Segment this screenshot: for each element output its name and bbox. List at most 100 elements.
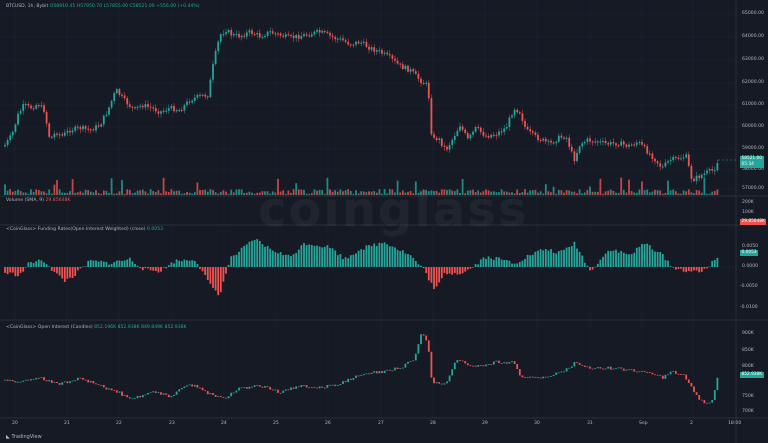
oi-candle [557, 372, 560, 374]
funding-bar [266, 245, 269, 267]
oi-candle [570, 366, 573, 368]
oi-candle [474, 365, 477, 367]
funding-bar [170, 262, 173, 267]
volume-value: 29.85648K [45, 198, 71, 203]
oi-candle [378, 371, 381, 374]
funding-bar [602, 256, 604, 267]
funding-bar [464, 267, 467, 272]
funding-bar [409, 255, 412, 267]
funding-bar [344, 257, 347, 267]
volume-bar [139, 190, 142, 195]
funding-bar [529, 255, 532, 267]
funding-bar [118, 260, 121, 267]
tradingview-logo[interactable]: ◣ TradingView [6, 434, 42, 440]
volume-bar [149, 189, 152, 195]
oi-candle [630, 369, 633, 371]
oi-candle [102, 384, 105, 388]
volume-bar [643, 190, 646, 195]
volume-bar [388, 189, 391, 195]
funding-bar [157, 267, 160, 273]
volume-bar [516, 189, 519, 195]
volume-bar [339, 189, 342, 195]
volume-bar [604, 191, 607, 195]
volume-bar [170, 189, 173, 195]
volume-bar [313, 189, 316, 195]
volume-bar [628, 179, 630, 195]
volume-bar [186, 191, 188, 195]
volume-bar [56, 179, 58, 195]
volume-bar [443, 189, 446, 195]
volume-bar [141, 189, 144, 195]
funding-bar [495, 256, 498, 267]
volume-bar [609, 189, 612, 195]
funding-bar [56, 267, 58, 274]
volume-bar [199, 190, 201, 195]
funding-bar [477, 264, 480, 267]
oi-candle [573, 361, 576, 367]
oi-candle [295, 386, 298, 389]
oi-candle [505, 362, 508, 364]
oi-candle [71, 380, 74, 382]
volume-bar [251, 192, 253, 195]
oi-candle [472, 365, 474, 367]
oi-candle [440, 383, 443, 385]
volume-bar [518, 193, 521, 195]
volume-bar [422, 189, 425, 195]
oi-candle [375, 371, 378, 374]
funding-bar [440, 267, 443, 279]
funding-bar [336, 255, 339, 267]
change-value: +556.00 (+0.44%) [156, 4, 200, 9]
funding-bar [149, 267, 152, 271]
volume-bar [529, 190, 532, 195]
funding-bar [448, 267, 451, 274]
volume-bar [100, 193, 103, 195]
oi-candle [700, 399, 703, 401]
oi-candle [607, 366, 610, 369]
oi-candle [253, 385, 256, 388]
volume-bar [183, 193, 186, 195]
volume-bar [682, 190, 685, 195]
volume-bar [552, 186, 555, 195]
funding-bar [303, 243, 305, 267]
funding-bar [136, 265, 139, 267]
volume-bar [82, 192, 84, 195]
volume-bar [622, 189, 625, 195]
oi-candle [115, 390, 118, 393]
volume-bar [154, 192, 157, 195]
volume-bar [531, 190, 534, 195]
volume-bar [305, 193, 308, 195]
oi-candle [219, 396, 222, 398]
volume-bar [539, 191, 542, 195]
funding-bar [508, 260, 511, 267]
funding-bar [659, 252, 662, 267]
oi-candle [196, 384, 199, 388]
oi-candle [336, 385, 339, 387]
volume-bar [381, 193, 383, 195]
funding-bar [92, 260, 95, 267]
funding-bar [178, 260, 181, 267]
funding-bar [388, 246, 391, 267]
oi-candle [310, 387, 313, 389]
volume-bar [35, 189, 38, 195]
funding-bar [45, 264, 48, 267]
volume-bar [404, 192, 407, 195]
funding-bar [622, 252, 625, 267]
volume-bar [134, 192, 136, 195]
symbol-label[interactable]: BTCUSD, 1h, Bybit [6, 4, 49, 9]
funding-bar [4, 267, 6, 273]
funding-bar [607, 250, 610, 267]
time-tick: 30 [534, 421, 540, 426]
volume-bar [368, 191, 370, 195]
oi-candle [149, 392, 152, 394]
oi-candle [108, 388, 110, 390]
funding-bar [113, 262, 116, 267]
oi-candle [175, 391, 178, 395]
volume-bar [677, 193, 680, 195]
funding-bar [435, 267, 438, 287]
funding-bar [43, 262, 45, 267]
funding-bar [282, 255, 285, 267]
funding-bar [9, 267, 12, 273]
volume-bar [180, 193, 183, 195]
funding-bar [53, 267, 56, 272]
